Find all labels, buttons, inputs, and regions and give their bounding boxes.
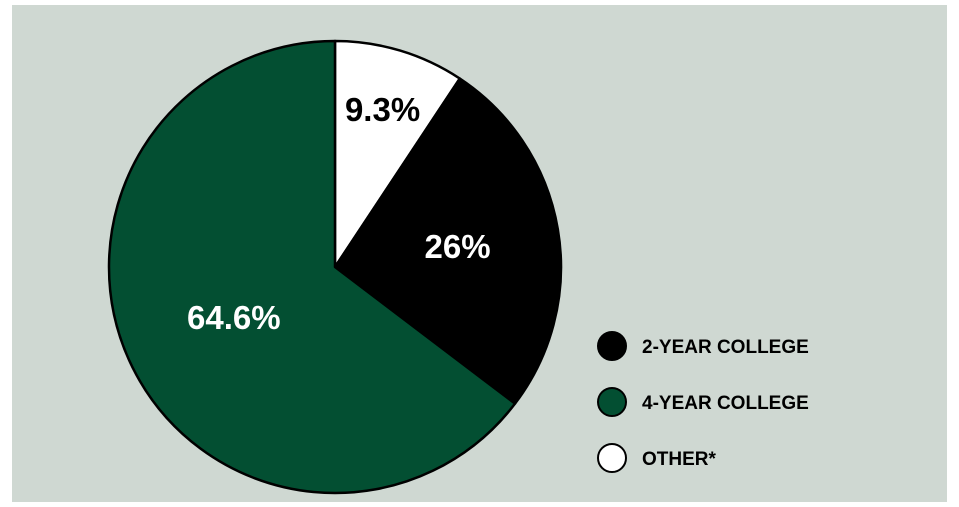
slice-value-label: 9.3% (345, 91, 420, 128)
pie-chart: 9.3% 26% 64.6% 2-YEAR COLLEGE 4-YEAR COLLEG… (12, 5, 947, 502)
legend-swatch (597, 387, 627, 417)
legend: 2-YEAR COLLEGE 4-YEAR COLLEGE OTHER* (597, 331, 809, 473)
slice-value-label: 26% (425, 228, 491, 265)
legend-label: 4-YEAR COLLEGE (642, 393, 809, 414)
legend-swatch (597, 443, 627, 473)
pie-slices (107, 39, 563, 495)
slice-value-label: 64.6% (187, 299, 281, 336)
slice-labels: 9.3% 26% 64.6% (187, 91, 491, 336)
legend-label: OTHER* (642, 449, 717, 470)
pie-slice-other (333, 39, 462, 269)
pie-slice-2-year-college (333, 77, 563, 405)
chart-panel: 9.3% 26% 64.6% 2-YEAR COLLEGE 4-YEAR COLLEG… (12, 5, 947, 502)
legend-swatch (597, 331, 627, 361)
legend-label: 2-YEAR COLLEGE (642, 337, 809, 358)
pie-slice-4-year-college (107, 39, 517, 495)
